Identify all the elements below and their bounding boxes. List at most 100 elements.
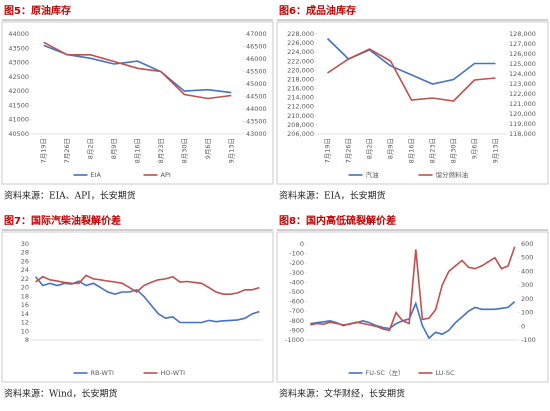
y-tick-label: -100 xyxy=(289,250,304,258)
y-tick-label: 8 xyxy=(25,336,29,344)
y2-tick-label: 120,000 xyxy=(509,110,536,118)
y-tick-label: 12 xyxy=(21,319,29,327)
source: 资料来源：Wind，长安期货 xyxy=(4,388,118,400)
y2-tick-label: 600 xyxy=(521,240,533,248)
y-tick-label: 10 xyxy=(21,327,29,335)
source: 资料来源：EIA，长安期货 xyxy=(279,190,386,202)
panel-title: 图8：国内高低硫裂解价差 xyxy=(279,214,396,227)
y2-tick-label: 200 xyxy=(521,295,533,303)
y2-tick-label: 500 xyxy=(521,254,533,262)
legend-label: 汽油 xyxy=(366,170,379,179)
x-tick-label: 7月26日 xyxy=(63,138,71,163)
x-tick-label: 9月13日 xyxy=(492,138,500,163)
x-tick-label: 8月2日 xyxy=(366,138,374,159)
chart-frame xyxy=(276,231,549,383)
chart-frame xyxy=(276,21,549,185)
y-tick-label: 43500 xyxy=(8,44,29,52)
y-tick-label: 20 xyxy=(21,284,29,292)
y2-tick-label: 46000 xyxy=(246,55,267,63)
y-tick-label: 43000 xyxy=(8,59,29,67)
y-tick-label: 16 xyxy=(21,301,29,309)
y-tick-label: 224,000 xyxy=(287,48,314,56)
y-tick-label: 22 xyxy=(21,275,29,283)
y-tick-label: 0 xyxy=(300,240,304,248)
x-tick-label: 8月23日 xyxy=(157,138,165,163)
x-tick-label: 9月6日 xyxy=(204,138,212,159)
y2-tick-label: 122,000 xyxy=(509,90,536,98)
y2-tick-label: 43000 xyxy=(246,130,267,138)
y-tick-label: -200 xyxy=(289,259,304,267)
y-tick-label: 14 xyxy=(21,310,29,318)
y-tick-label: 24 xyxy=(21,266,29,274)
y-tick-label: -500 xyxy=(289,288,304,296)
y2-tick-label: 128,000 xyxy=(509,30,536,38)
y-tick-label: 44000 xyxy=(8,30,29,38)
x-tick-label: 8月16日 xyxy=(408,138,416,163)
y-tick-label: -800 xyxy=(289,317,304,325)
series-line xyxy=(35,274,260,295)
y-tick-label: 28 xyxy=(21,249,29,257)
x-tick-label: 8月9日 xyxy=(110,138,118,159)
panel-title: 图6：成品油库存 xyxy=(279,4,356,17)
y-tick-label: 18 xyxy=(21,292,29,300)
panel-title: 图7：国际汽柴油裂解价差 xyxy=(4,214,121,227)
y-tick-label: 212,000 xyxy=(287,103,314,111)
y-tick-label: 216,000 xyxy=(287,85,314,93)
y-tick-label: 42000 xyxy=(8,87,29,95)
y2-tick-label: 44500 xyxy=(246,93,267,101)
y2-tick-label: 43500 xyxy=(246,118,267,126)
y-tick-label: 214,000 xyxy=(287,94,314,102)
y2-tick-label: -100 xyxy=(521,336,536,344)
chart-frame xyxy=(1,231,274,383)
y-tick-label: 41000 xyxy=(8,116,29,124)
legend-label: API xyxy=(161,171,171,179)
y-tick-label: -300 xyxy=(289,269,304,277)
legend-label: HO-WTI xyxy=(161,369,186,377)
y-tick-label: 206,000 xyxy=(287,130,314,138)
y2-tick-label: 127,000 xyxy=(509,40,536,48)
legend-label: EIA xyxy=(91,171,102,179)
series-line xyxy=(310,246,516,332)
y-tick-label: 41500 xyxy=(8,101,29,109)
y-tick-label: 228,000 xyxy=(287,30,314,38)
series-line xyxy=(43,41,232,100)
y-tick-label: 42500 xyxy=(8,73,29,81)
series-line xyxy=(43,44,232,94)
legend-label: RB-WTI xyxy=(91,369,114,377)
series-line xyxy=(327,48,496,102)
y2-tick-label: 119,000 xyxy=(509,120,536,128)
source: 资料来源：EIA、API，长安期货 xyxy=(4,190,136,202)
y-tick-label: -900 xyxy=(289,326,304,334)
x-tick-label: 7月19日 xyxy=(324,138,332,163)
y-tick-label: 40500 xyxy=(8,130,29,138)
y2-tick-label: 45000 xyxy=(246,80,267,88)
y2-tick-label: 300 xyxy=(521,281,533,289)
x-tick-label: 9月13日 xyxy=(227,138,235,163)
y-tick-label: -1000 xyxy=(285,336,304,344)
y2-tick-label: 100 xyxy=(521,309,533,317)
y2-tick-label: 400 xyxy=(521,267,533,275)
legend-label: LU-SC xyxy=(436,369,456,377)
y2-tick-label: 124,000 xyxy=(509,70,536,78)
x-tick-label: 9月6日 xyxy=(471,138,479,159)
source: 资料来源：文华财经，长安期货 xyxy=(279,388,405,400)
y-tick-label: 26 xyxy=(21,257,29,265)
y-tick-label: -600 xyxy=(289,298,304,306)
y-tick-label: 218,000 xyxy=(287,75,314,83)
y2-tick-label: 123,000 xyxy=(509,80,536,88)
x-tick-label: 8月30日 xyxy=(450,138,458,163)
panel-title: 图5：原油库存 xyxy=(4,4,71,17)
y-tick-label: 30 xyxy=(21,240,29,248)
x-tick-label: 8月2日 xyxy=(87,138,95,159)
y-tick-label: 210,000 xyxy=(287,112,314,120)
y2-tick-label: 126,000 xyxy=(509,50,536,58)
x-tick-label: 7月26日 xyxy=(345,138,353,163)
y-tick-label: 220,000 xyxy=(287,66,314,74)
x-tick-label: 8月9日 xyxy=(387,138,395,159)
y2-tick-label: 45500 xyxy=(246,68,267,76)
y2-tick-label: 125,000 xyxy=(509,60,536,68)
y-tick-label: 208,000 xyxy=(287,121,314,129)
y2-tick-label: 121,000 xyxy=(509,100,536,108)
